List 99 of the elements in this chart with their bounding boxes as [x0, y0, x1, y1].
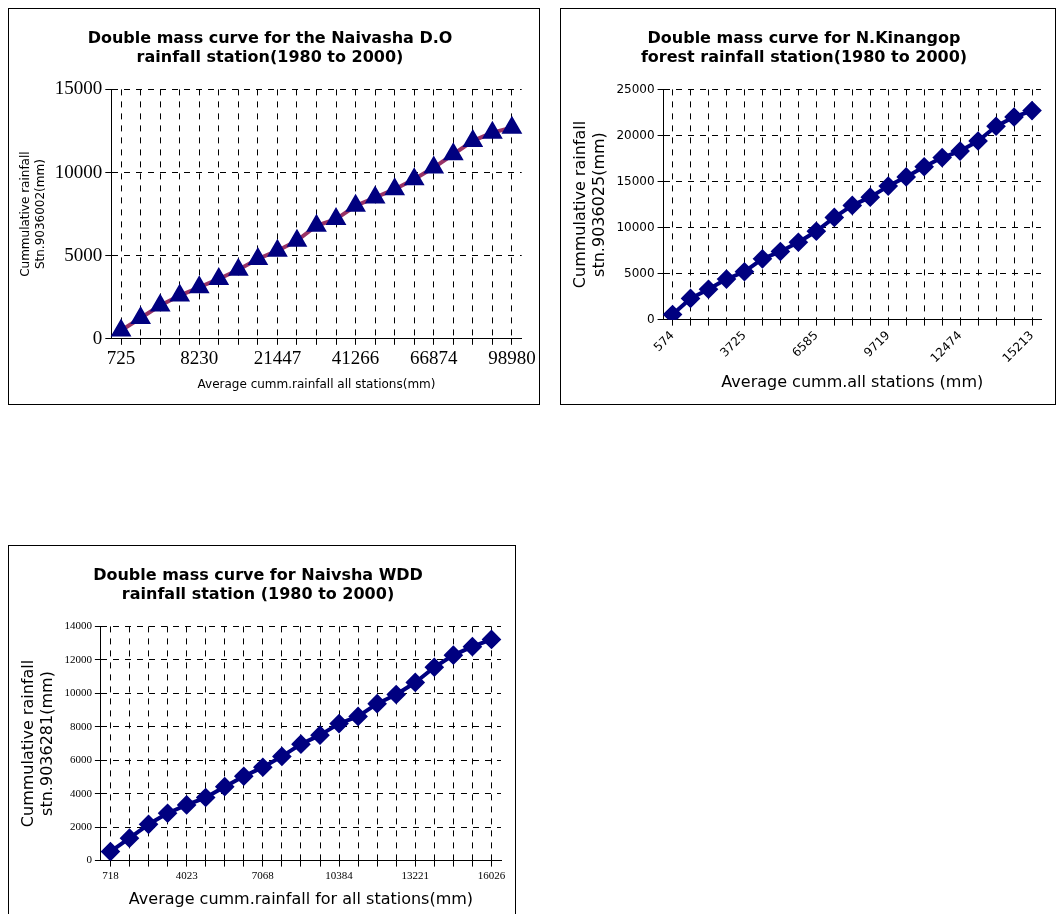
- y-tick-label: 10000: [64, 686, 93, 699]
- point: [444, 646, 463, 665]
- point: [196, 788, 215, 807]
- point: [177, 795, 196, 814]
- x-axis-title: Average cumm.all stations (mm): [721, 371, 984, 391]
- y-tick-label: 2000: [69, 820, 93, 833]
- point: [385, 179, 404, 196]
- point: [229, 259, 248, 276]
- point: [366, 187, 385, 204]
- x-tick-label: 8230: [180, 347, 219, 369]
- y-tick-label: 12000: [64, 652, 93, 665]
- y-axis-title: Cummulative rainfall Stn.9036002(mm): [18, 151, 47, 277]
- point: [349, 707, 368, 726]
- y-tick-label: 10000: [54, 160, 103, 182]
- y-axis-title: Cummulative rainfall stn.9036281(mm): [17, 659, 56, 828]
- y-tick-label: 15000: [616, 173, 655, 188]
- point: [406, 673, 425, 692]
- x-tick-label: 16026: [477, 869, 506, 882]
- point: [933, 148, 952, 167]
- point: [112, 320, 130, 337]
- point: [268, 240, 287, 257]
- point: [969, 131, 988, 150]
- chart-title: Double mass curve for the Naivasha D.O rainfall station(1980 to 2000): [87, 27, 453, 66]
- point: [425, 658, 444, 677]
- y-tick-label: 20000: [616, 127, 655, 142]
- point: [482, 120, 503, 139]
- y-tick-label: 4000: [69, 786, 93, 799]
- point: [423, 155, 444, 174]
- point: [330, 714, 349, 733]
- point: [234, 767, 253, 786]
- point: [345, 193, 366, 212]
- point: [951, 142, 970, 161]
- point: [1023, 101, 1042, 120]
- point: [463, 637, 482, 656]
- point: [699, 280, 718, 299]
- x-axis-title: Average cumm.rainfall all stations(mm): [197, 376, 436, 391]
- point: [915, 157, 934, 176]
- point: [169, 283, 190, 302]
- point: [879, 177, 898, 196]
- point: [120, 829, 139, 848]
- point: [681, 289, 700, 308]
- point: [327, 209, 345, 226]
- point: [789, 233, 808, 252]
- point: [405, 169, 424, 186]
- point: [861, 188, 880, 207]
- y-axis-title: Cummulative rainfall stn.9036025(mm): [569, 120, 608, 289]
- x-tick-label: 21447: [253, 347, 302, 369]
- x-tick-label: 10384: [325, 869, 354, 882]
- x-tick-label: 98980: [488, 347, 536, 369]
- y-tick-label: 8000: [69, 719, 93, 732]
- point: [753, 249, 772, 268]
- point: [248, 248, 267, 265]
- point: [735, 262, 754, 281]
- point: [209, 268, 228, 285]
- y-tick-label: 6000: [69, 753, 93, 766]
- x-tick-label: 41266: [331, 347, 380, 369]
- point: [1005, 108, 1024, 127]
- point: [131, 308, 150, 325]
- chart-title: Double mass curve for Naivsha WDD rainfall station (1980 to 2000): [93, 564, 423, 603]
- y-tick-label: 14000: [64, 619, 93, 632]
- point: [807, 222, 826, 241]
- y-tick-label: 10000: [616, 219, 655, 234]
- point: [463, 130, 482, 147]
- point: [987, 117, 1006, 136]
- point: [843, 196, 862, 215]
- point: [771, 242, 790, 261]
- x-tick-label: 13221: [401, 869, 430, 882]
- x-tick-label: 574: [650, 328, 677, 355]
- y-tick-label: 25000: [616, 81, 655, 96]
- point: [444, 144, 463, 161]
- point: [311, 726, 329, 745]
- point: [825, 208, 844, 227]
- point: [387, 685, 406, 704]
- point: [272, 747, 291, 766]
- point: [139, 815, 158, 834]
- point: [717, 270, 736, 289]
- point: [215, 777, 234, 796]
- point: [158, 804, 177, 823]
- chart-title: Double mass curve for N.Kinangop forest rainfall station(1980 to 2000): [640, 27, 968, 66]
- point: [291, 735, 310, 754]
- point: [253, 758, 272, 777]
- y-tick-label: 5000: [624, 265, 655, 280]
- y-tick-label: 0: [86, 853, 93, 866]
- y-tick-label: 0: [646, 311, 655, 326]
- x-tick-label: 66874: [410, 347, 458, 369]
- point: [101, 842, 120, 861]
- point: [190, 277, 209, 294]
- x-tick-label: 725: [106, 347, 136, 369]
- x-tick-label: 7068: [251, 869, 275, 882]
- y-tick-label: 15000: [54, 77, 103, 99]
- x-tick-label: 4023: [175, 869, 199, 882]
- y-tick-label: 5000: [64, 243, 103, 265]
- x-axis-title: Average cumm.rainfall for all stations(mm): [128, 888, 474, 908]
- point: [307, 215, 326, 232]
- point: [368, 694, 387, 713]
- y-tick-label: 0: [92, 326, 103, 348]
- x-tick-label: 718: [102, 869, 120, 882]
- point: [897, 167, 916, 186]
- point: [482, 630, 501, 649]
